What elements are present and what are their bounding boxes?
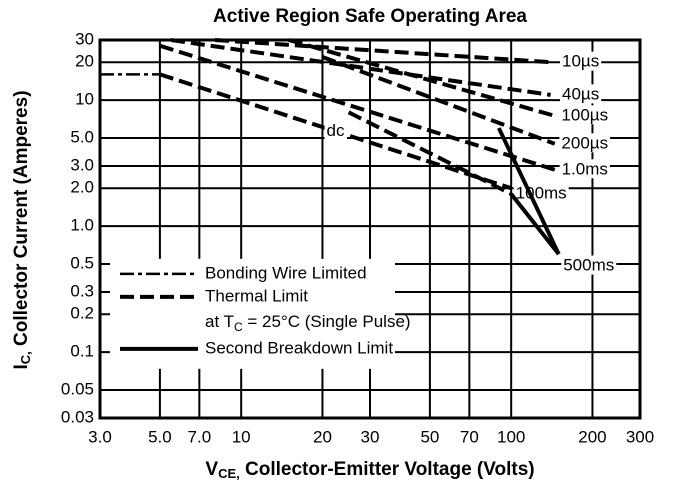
y-label-rest: Collector Current (Amperes) — [11, 90, 32, 351]
x-axis-label: VCE, Collector-Emitter Voltage (Volts) — [205, 459, 534, 481]
y-tick-label: 0.5 — [70, 254, 94, 273]
curve — [497, 127, 561, 255]
legend-label: Bonding Wire Limited — [205, 263, 367, 282]
x-label-rest: Collector-Emitter Voltage (Volts) — [240, 459, 535, 480]
label-bg — [561, 255, 617, 275]
curve-label: dc — [327, 121, 345, 140]
legend-label: Second Breakdown Limit — [205, 338, 393, 357]
y-label-main: I — [11, 364, 32, 369]
label-bg — [560, 84, 602, 104]
y-tick-label: 0.3 — [70, 281, 94, 300]
x-tick-label: 10 — [232, 427, 251, 446]
y-tick-label: 0.03 — [61, 407, 94, 426]
legend-note: at TC = 25°C (Single Pulse) — [205, 312, 411, 334]
y-tick-label: 1.0 — [70, 216, 94, 235]
label-bg — [559, 105, 611, 125]
y-tick-label: 20 — [75, 52, 94, 71]
x-label-main: V — [205, 459, 218, 480]
y-tick-label: 0.05 — [61, 380, 94, 399]
curve-label: 200µs — [561, 133, 608, 152]
y-tick-label: 0.1 — [70, 342, 94, 361]
curve-label: 1.0ms — [562, 159, 608, 178]
x-label-sub: CE, — [218, 466, 240, 481]
label-bg — [559, 133, 611, 153]
y-tick-label: 30 — [75, 29, 94, 48]
note-b: = 25°C (Single Pulse) — [243, 312, 411, 331]
y-tick-label: 0.2 — [70, 304, 94, 323]
y-tick-label: 2.0 — [70, 178, 94, 197]
curve — [347, 110, 513, 196]
label-bg — [560, 51, 602, 71]
chart-title: Active Region Safe Operating Area — [213, 6, 527, 27]
x-tick-label: 100 — [497, 427, 525, 446]
curve-label: 40µs — [562, 84, 599, 103]
x-tick-label: 5.0 — [148, 427, 172, 446]
curve — [321, 55, 556, 146]
curve-label: 10µs — [562, 52, 599, 71]
curve — [159, 43, 556, 172]
y-tick-label: 5.0 — [70, 128, 94, 147]
x-tick-label: 70 — [460, 427, 479, 446]
x-tick-label: 300 — [626, 427, 654, 446]
y-tick-label: 10 — [75, 90, 94, 109]
x-tick-label: 200 — [578, 427, 606, 446]
curve — [214, 38, 551, 65]
y-axis-label: IC, Collector Current (Amperes) — [11, 90, 33, 369]
label-bg — [559, 159, 610, 179]
curve — [288, 38, 556, 118]
curve — [509, 192, 561, 256]
x-tick-label: 50 — [420, 427, 439, 446]
x-tick-label: 20 — [313, 427, 332, 446]
y-tick-label: 3.0 — [70, 155, 94, 174]
legend-label: Thermal Limit — [205, 286, 308, 305]
curve-label: 100µs — [561, 105, 608, 124]
curve-label: 500ms — [563, 256, 614, 275]
x-tick-label: 7.0 — [188, 427, 212, 446]
note-a: at T — [205, 312, 234, 331]
y-label-sub: C, — [18, 351, 33, 364]
curve-label: 100ms — [516, 183, 567, 202]
curve — [170, 38, 551, 97]
note-sub: C — [234, 320, 243, 334]
label-bg — [324, 120, 348, 140]
x-tick-label: 3.0 — [88, 427, 112, 446]
x-tick-label: 30 — [361, 427, 380, 446]
